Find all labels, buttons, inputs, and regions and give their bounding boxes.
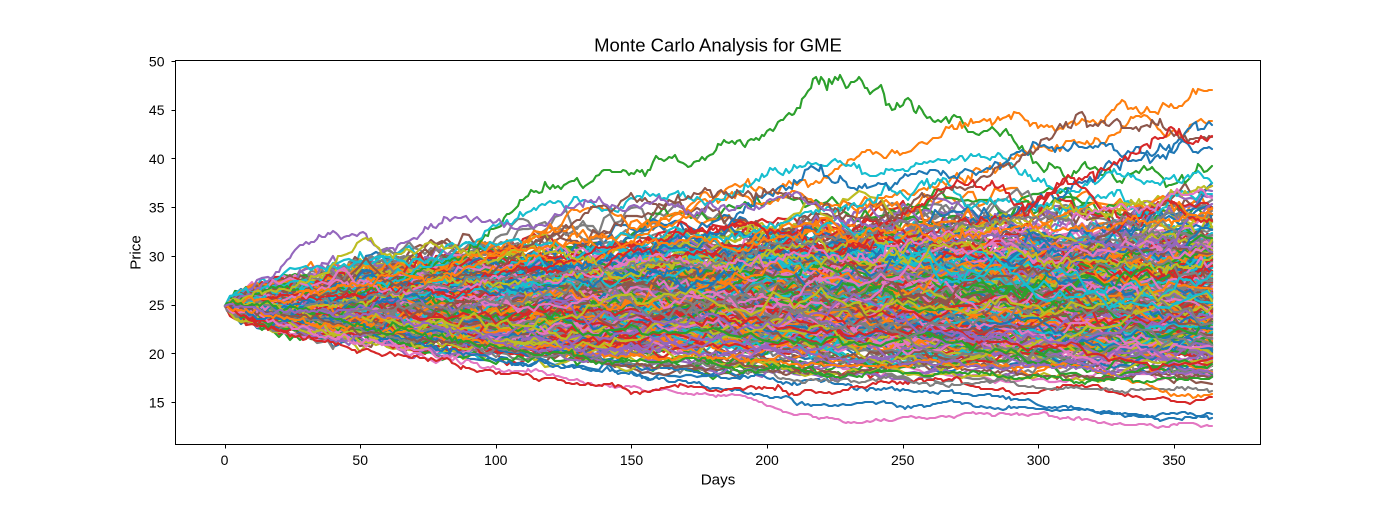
svg-text:Days: Days [701,472,736,489]
svg-text:40: 40 [149,151,165,167]
svg-text:200: 200 [755,452,779,468]
svg-text:20: 20 [149,346,165,362]
svg-text:45: 45 [149,102,165,118]
svg-text:30: 30 [149,248,165,264]
svg-text:25: 25 [149,297,165,313]
svg-text:250: 250 [891,452,915,468]
svg-text:Monte Carlo Analysis for GME: Monte Carlo Analysis for GME [594,35,842,56]
svg-text:50: 50 [149,54,165,70]
svg-text:300: 300 [1027,452,1051,468]
svg-text:0: 0 [221,452,229,468]
svg-text:150: 150 [620,452,644,468]
svg-text:50: 50 [352,452,368,468]
svg-text:100: 100 [484,452,508,468]
svg-text:Price: Price [127,235,144,270]
svg-text:350: 350 [1162,452,1186,468]
svg-text:35: 35 [149,200,165,216]
svg-text:15: 15 [149,395,165,411]
